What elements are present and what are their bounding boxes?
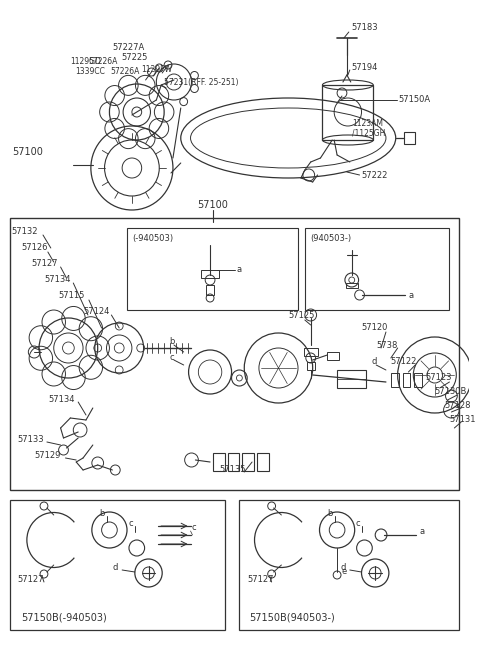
Text: a: a [419, 528, 424, 537]
Text: 57134: 57134 [49, 396, 75, 405]
Text: 57222: 57222 [361, 171, 388, 179]
Text: 57231(RFF. 25-251): 57231(RFF. 25-251) [164, 78, 239, 87]
Bar [10, 218, 459, 490]
Bar [305, 228, 449, 310]
Text: 57124: 57124 [83, 307, 109, 317]
Bar [391, 373, 399, 387]
Bar [10, 500, 225, 630]
Text: 57100: 57100 [198, 200, 228, 210]
Bar [240, 500, 459, 630]
Bar [307, 362, 314, 370]
Text: d: d [112, 564, 118, 572]
Bar [228, 453, 240, 471]
Text: 57100: 57100 [12, 147, 43, 157]
Text: b: b [327, 509, 333, 518]
Text: 57125: 57125 [288, 311, 314, 321]
Text: c: c [129, 518, 133, 528]
Text: b: b [169, 338, 174, 346]
Text: 57132: 57132 [12, 227, 38, 237]
Text: 57127: 57127 [18, 576, 44, 585]
Bar [403, 373, 410, 387]
Text: 57128: 57128 [444, 401, 471, 411]
Text: a: a [408, 290, 414, 300]
Bar [213, 453, 225, 471]
Text: 57133: 57133 [18, 436, 44, 445]
Bar [346, 283, 358, 288]
Text: 57126: 57126 [22, 244, 48, 252]
Text: c: c [356, 518, 360, 528]
Text: 57183: 57183 [352, 24, 378, 32]
Bar [404, 132, 415, 144]
Bar [242, 453, 254, 471]
Bar [323, 85, 373, 140]
Text: 57120: 57120 [361, 323, 388, 332]
Text: 57131: 57131 [449, 415, 476, 424]
Text: d: d [372, 357, 377, 367]
Bar [414, 373, 422, 387]
Text: 57226A: 57226A [88, 58, 117, 66]
Text: (-940503): (-940503) [132, 233, 173, 242]
Text: 1129FW: 1129FW [142, 66, 173, 74]
Bar [257, 453, 269, 471]
Bar [304, 348, 318, 356]
Text: e: e [342, 568, 347, 576]
Text: d: d [340, 564, 346, 572]
Text: b: b [100, 509, 105, 518]
Text: 57150A: 57150A [399, 95, 431, 104]
Text: 57123: 57123 [425, 373, 452, 382]
Text: 57226A: 57226A [110, 68, 140, 76]
Text: 57150B(-940503): 57150B(-940503) [22, 613, 107, 623]
Text: 57130B: 57130B [435, 388, 467, 397]
Text: 57129: 57129 [34, 451, 60, 461]
Bar [327, 352, 339, 360]
Text: 57135: 57135 [220, 466, 246, 474]
Text: (940503-): (940503-) [311, 233, 352, 242]
Text: 57134: 57134 [44, 275, 71, 284]
Text: 57194: 57194 [352, 64, 378, 72]
Bar [201, 270, 219, 278]
Text: 57115: 57115 [59, 292, 85, 300]
Text: c: c [192, 524, 196, 533]
Text: 1339CC: 1339CC [75, 68, 105, 76]
Text: 1129GD: 1129GD [71, 58, 101, 66]
Bar [206, 285, 214, 295]
Text: /1125GH: /1125GH [352, 129, 385, 137]
Bar [127, 228, 298, 310]
Text: 1123AM: 1123AM [352, 118, 383, 127]
Text: 57150B(940503-): 57150B(940503-) [249, 613, 335, 623]
Bar [337, 370, 366, 388]
Text: 57122: 57122 [391, 357, 417, 367]
Text: c: c [169, 353, 174, 361]
Text: 57127: 57127 [247, 576, 274, 585]
Text: a: a [237, 265, 241, 275]
Text: 57227A: 57227A [112, 43, 144, 53]
Text: 57225: 57225 [121, 53, 147, 62]
Text: 5738: 5738 [376, 340, 397, 350]
Text: 57127: 57127 [31, 260, 58, 269]
